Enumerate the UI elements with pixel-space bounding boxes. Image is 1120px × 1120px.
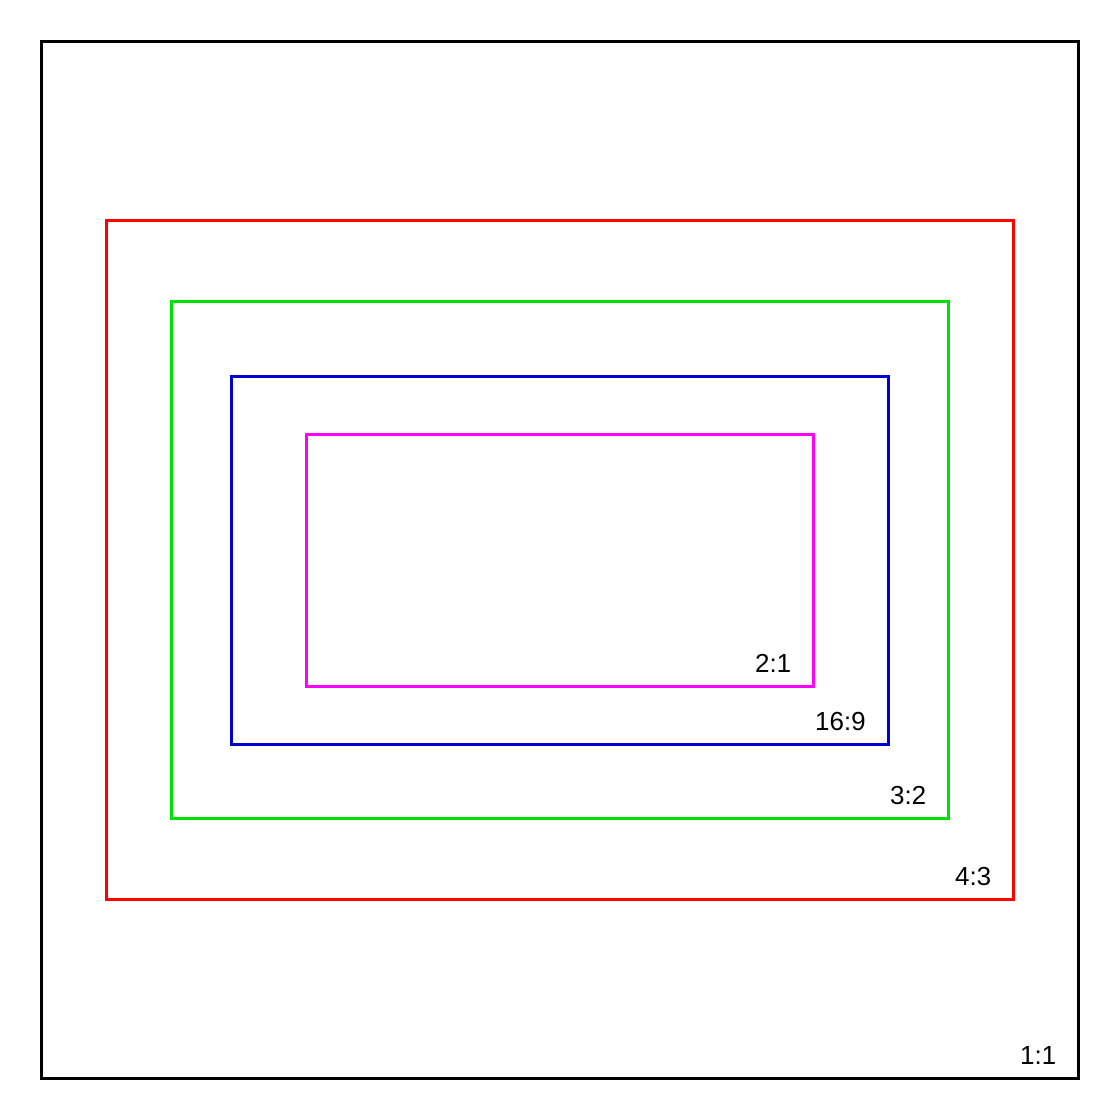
aspect-label-ratio-1-1: 1:1 [1020, 1040, 1056, 1071]
aspect-label-ratio-4-3: 4:3 [955, 861, 991, 892]
aspect-label-ratio-16-9: 16:9 [815, 706, 866, 737]
aspect-label-ratio-3-2: 3:2 [890, 780, 926, 811]
aspect-label-ratio-2-1: 2:1 [755, 648, 791, 679]
aspect-box-ratio-2-1 [305, 433, 815, 688]
